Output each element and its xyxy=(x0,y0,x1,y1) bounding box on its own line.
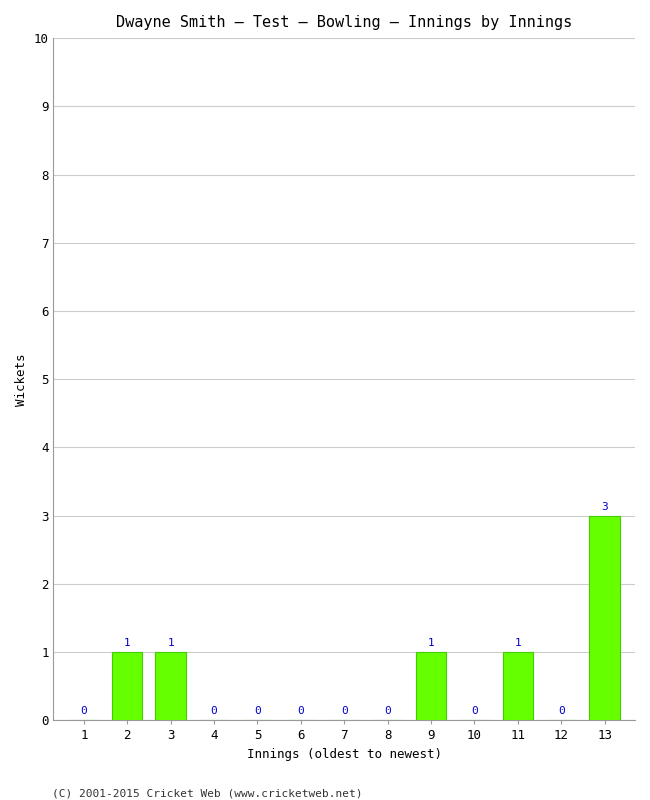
Text: 0: 0 xyxy=(384,706,391,716)
Title: Dwayne Smith – Test – Bowling – Innings by Innings: Dwayne Smith – Test – Bowling – Innings … xyxy=(116,15,573,30)
Text: 0: 0 xyxy=(298,706,304,716)
Bar xyxy=(590,516,620,721)
Text: 0: 0 xyxy=(558,706,565,716)
Bar xyxy=(112,652,142,721)
Text: (C) 2001-2015 Cricket Web (www.cricketweb.net): (C) 2001-2015 Cricket Web (www.cricketwe… xyxy=(52,788,363,798)
Text: 0: 0 xyxy=(341,706,348,716)
Text: 1: 1 xyxy=(167,638,174,648)
Bar xyxy=(155,652,186,721)
Text: 1: 1 xyxy=(514,638,521,648)
Text: 1: 1 xyxy=(124,638,131,648)
Text: 0: 0 xyxy=(254,706,261,716)
Bar xyxy=(502,652,533,721)
Text: 0: 0 xyxy=(471,706,478,716)
Text: 1: 1 xyxy=(428,638,434,648)
Y-axis label: Wickets: Wickets xyxy=(15,353,28,406)
Bar xyxy=(416,652,446,721)
Text: 3: 3 xyxy=(601,502,608,512)
Text: 0: 0 xyxy=(211,706,217,716)
X-axis label: Innings (oldest to newest): Innings (oldest to newest) xyxy=(247,748,442,761)
Text: 0: 0 xyxy=(81,706,87,716)
